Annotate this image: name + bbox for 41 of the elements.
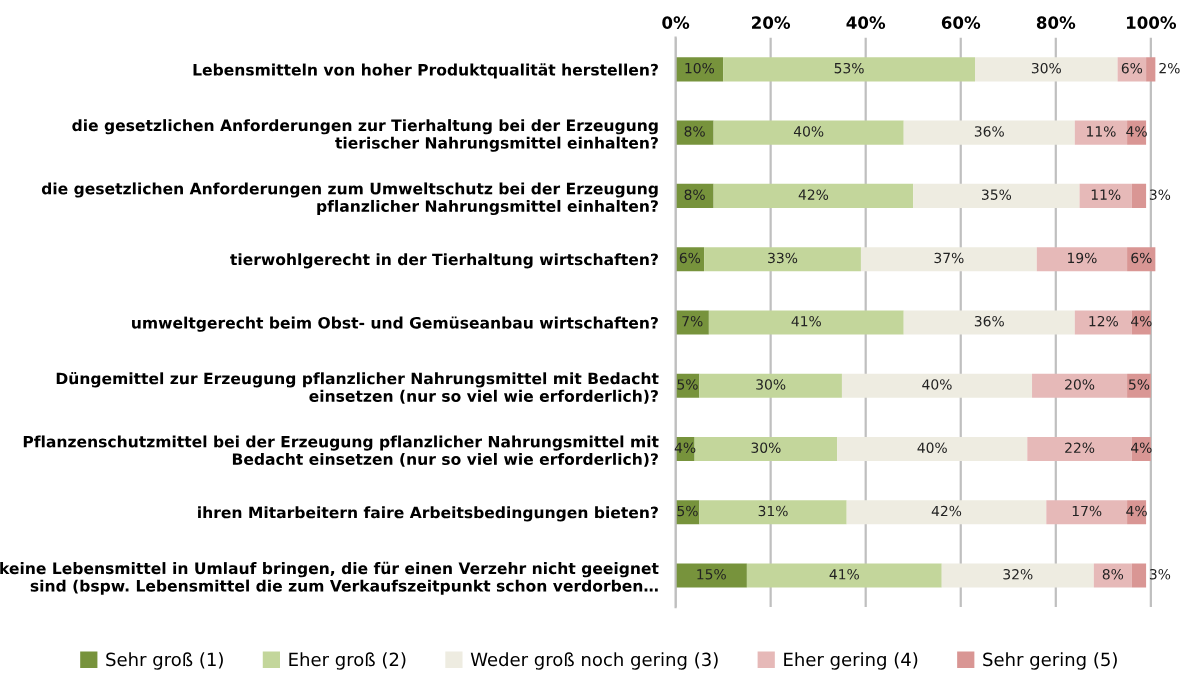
x-tick-label: 20% <box>752 16 791 29</box>
bar <box>704 247 861 272</box>
bar <box>903 120 1075 145</box>
bar <box>694 436 838 461</box>
bar <box>699 373 842 398</box>
bar <box>1093 563 1132 588</box>
bar <box>1032 373 1128 398</box>
bar <box>723 57 976 82</box>
legend-label: Sehr groß (1) <box>106 652 223 670</box>
bar <box>1074 120 1128 145</box>
x-tick-label: 40% <box>846 16 886 29</box>
bar <box>941 563 1094 588</box>
bar <box>975 57 1118 82</box>
legend-label: Sehr gering (5) <box>983 652 1117 670</box>
bar <box>699 500 847 525</box>
bar <box>675 563 747 588</box>
legend-label: Eher groß (2) <box>289 652 406 670</box>
x-tick-label: 0% <box>662 16 690 29</box>
bar <box>860 247 1037 272</box>
bar <box>1131 563 1147 588</box>
bar <box>1131 183 1147 208</box>
bar <box>846 500 1047 525</box>
bar <box>1036 247 1128 272</box>
x-tick-label: 80% <box>1036 16 1076 29</box>
bar <box>1046 500 1128 525</box>
bar <box>1146 57 1156 82</box>
bar <box>903 310 1075 335</box>
bar <box>713 120 904 145</box>
bar <box>913 183 1080 208</box>
legend-label: Weder groß noch gering (3) <box>470 652 718 670</box>
bar <box>713 183 914 208</box>
bar <box>1074 310 1132 335</box>
bar <box>746 563 942 588</box>
bar <box>1079 183 1132 208</box>
bar <box>841 373 1033 398</box>
x-tick-label: 100% <box>1126 16 1177 29</box>
legend-label: Eher gering (4) <box>784 652 918 670</box>
x-tick-label: 60% <box>941 16 981 29</box>
bar <box>837 436 1028 461</box>
bar <box>708 310 904 335</box>
bar <box>1027 436 1132 461</box>
